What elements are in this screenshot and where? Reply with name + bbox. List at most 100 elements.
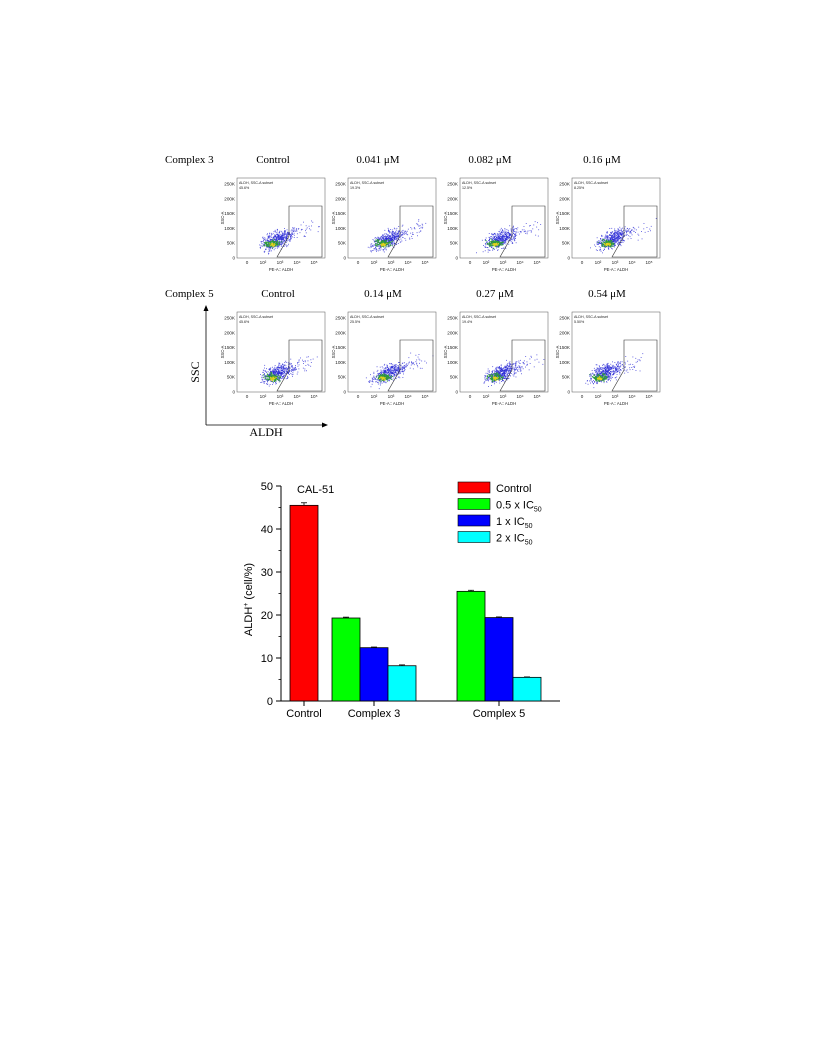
scatter-point [394,235,396,237]
scatter-point-dense [491,373,493,375]
scatter-point [393,364,395,366]
scatter-point [484,239,486,241]
scatter-point [391,369,393,371]
scatter-point-hot [382,244,384,246]
scatter-point [379,373,380,374]
scatter-point [484,246,486,247]
scatter-point [492,233,494,235]
scatter-point [402,232,404,234]
scatter-point [283,235,285,236]
scatter-point [388,238,390,240]
scatter-point [524,230,526,232]
scatter-point [487,368,489,370]
scatter-point [510,370,511,372]
scatter-point [384,371,386,372]
scatter-point [298,368,300,370]
scatter-point [498,231,500,232]
scatter-point [487,247,489,249]
scatter-point [606,235,608,237]
flow-scatter-panel: ALDH, SSC-A subset 19.4% 250K 200K 150K 100K 5… [443,310,550,410]
scatter-point [504,370,506,372]
scatter-point [422,226,424,228]
scatter-point [503,236,505,238]
scatter-point [271,232,272,234]
scatter-point-dense [490,244,492,246]
scatter-point [283,376,285,378]
scatter-point [284,228,285,229]
scatter-point [597,242,598,244]
scatter-point [267,380,269,382]
scatter-point [623,236,625,237]
scatter-point [495,238,497,240]
scatter-point-dense [387,239,389,241]
scatter-point [286,229,288,231]
scatter-point [516,366,518,368]
scatter-point-dense [601,243,603,245]
scatter-point [275,371,277,373]
scatter-point [398,371,400,372]
scatter-point [618,239,620,241]
scatter-point [510,235,512,237]
scatter-point-hot [381,378,383,380]
scatter-point-dense [496,375,498,377]
scatter-point [399,372,401,373]
scatter-point [385,236,387,238]
x-tick-label: 10⁴ [516,260,523,265]
scatter-point [396,237,398,238]
scatter-point [505,371,507,373]
scatter-point [291,229,293,231]
scatter-point [269,235,271,237]
scatter-point [501,375,503,377]
scatter-point [393,375,395,377]
scatter-point [502,370,504,372]
scatter-point [620,234,622,236]
scatter-point [507,232,509,234]
scatter-point [497,372,499,374]
scatter-point [507,368,509,370]
scatter-point-dense [264,377,266,379]
scatter-point-hot [496,244,498,246]
scatter-point [388,230,390,232]
scatter-point [500,368,502,369]
scatter-point-dense [267,379,269,381]
scatter-point [260,382,262,383]
scatter-point [502,370,504,371]
panel-y-label: SSC-A [443,345,448,358]
scatter-point [270,371,272,372]
scatter-point [383,372,384,373]
scatter-point [403,368,405,369]
scatter-point [398,231,400,233]
y-tick-label: 0 [567,256,570,261]
scatter-point [389,239,391,241]
scatter-point [274,366,276,368]
scatter-point [282,237,284,239]
scatter-point [285,365,287,367]
scatter-point [282,237,284,238]
scatter-point [391,243,393,245]
scatter-point [293,228,295,230]
scatter-point [294,229,296,231]
scatter-point [612,370,614,371]
scatter-point [287,368,289,369]
scatter-point [395,236,397,237]
scatter-point [291,234,292,236]
scatter-point [493,381,495,383]
scatter-point [531,356,532,358]
scatter-point [497,377,498,378]
scatter-point [384,235,386,237]
scatter-point-dense [502,242,504,244]
scatter-point [510,367,511,369]
scatter-point [489,245,491,247]
scatter-point [640,357,642,358]
scatter-point [380,236,382,238]
scatter-point [496,246,497,248]
scatter-point [416,223,418,225]
scatter-point [391,369,392,371]
scatter-point [273,231,275,233]
scatter-point [393,234,395,236]
scatter-point [620,232,622,233]
scatter-point-dense [388,242,390,244]
scatter-point [281,237,283,239]
scatter-point [385,368,386,370]
scatter-point [399,370,401,372]
